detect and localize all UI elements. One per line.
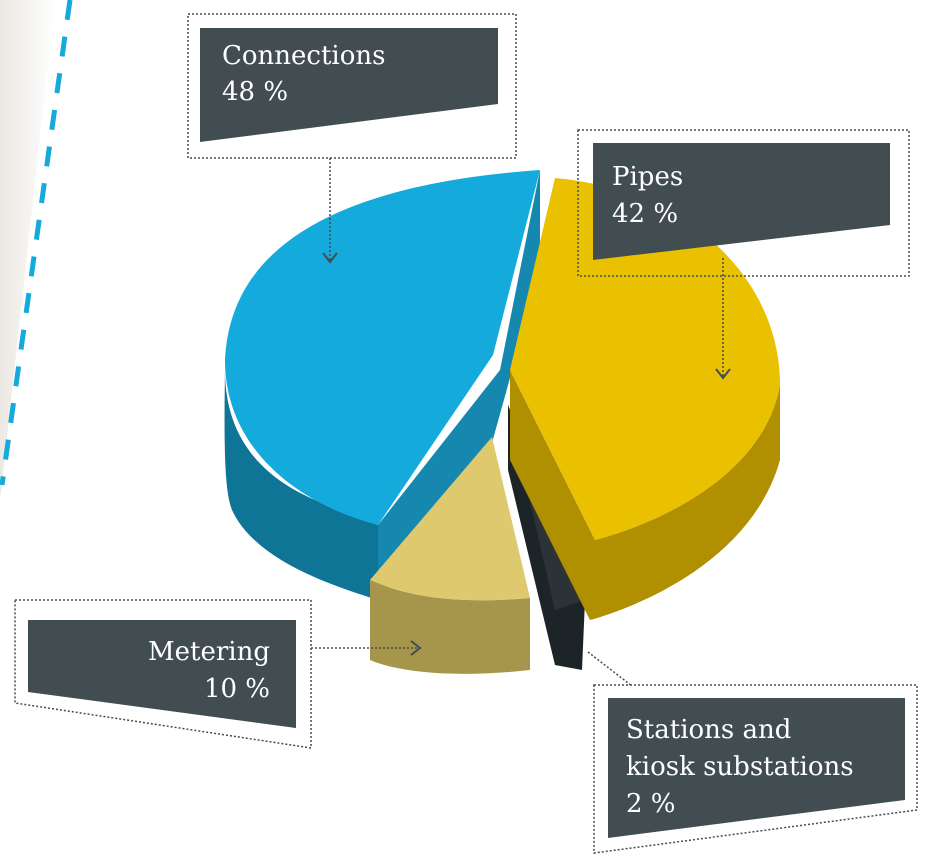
callout-stations-leader bbox=[587, 651, 633, 687]
callout-connections-frame bbox=[187, 13, 517, 159]
callout-stations-frame bbox=[593, 684, 918, 854]
slice-connections-top bbox=[225, 170, 540, 525]
slice-pipes-side bbox=[510, 370, 780, 620]
callout-metering-value: 10 % bbox=[204, 674, 270, 704]
callout-pipes-frame bbox=[577, 129, 910, 277]
slice-metering-side bbox=[370, 580, 530, 674]
accent-dashed-line bbox=[0, 0, 73, 486]
callout-stations-value: 2 % bbox=[626, 789, 676, 819]
callout-metering: Metering 10 % bbox=[14, 599, 422, 749]
callout-connections-value: 48 % bbox=[222, 77, 288, 107]
slice-metering bbox=[370, 437, 530, 674]
slice-pipes bbox=[510, 178, 780, 620]
callout-stations: Stations and kiosk substations 2 % bbox=[587, 651, 918, 854]
callout-metering-box bbox=[28, 620, 296, 728]
callout-metering-name: Metering bbox=[148, 637, 270, 667]
callout-stations-name-line2: kiosk substations bbox=[626, 752, 854, 782]
callout-connections-box bbox=[200, 28, 498, 142]
callout-pipes: Pipes 42 % bbox=[577, 129, 910, 380]
callout-metering-frame bbox=[14, 599, 312, 749]
callout-pipes-box bbox=[593, 143, 890, 260]
slice-metering-top bbox=[370, 437, 530, 601]
arrow-pipes-icon bbox=[715, 368, 731, 380]
callout-pipes-name: Pipes bbox=[612, 162, 683, 192]
arrow-metering-icon bbox=[410, 640, 422, 656]
slice-connections-inner-side bbox=[378, 170, 540, 600]
background-panel bbox=[0, 0, 55, 500]
callout-connections-name: Connections bbox=[222, 41, 386, 71]
callout-stations-box bbox=[608, 698, 905, 838]
callout-stations-name-line1: Stations and bbox=[626, 715, 791, 745]
callout-connections: Connections 48 % bbox=[187, 13, 517, 264]
arrow-connections-icon bbox=[322, 252, 338, 264]
slice-connections-side bbox=[224, 370, 378, 600]
slice-connections bbox=[224, 170, 540, 600]
slice-pipes-top bbox=[510, 178, 780, 540]
callout-pipes-value: 42 % bbox=[612, 199, 678, 229]
